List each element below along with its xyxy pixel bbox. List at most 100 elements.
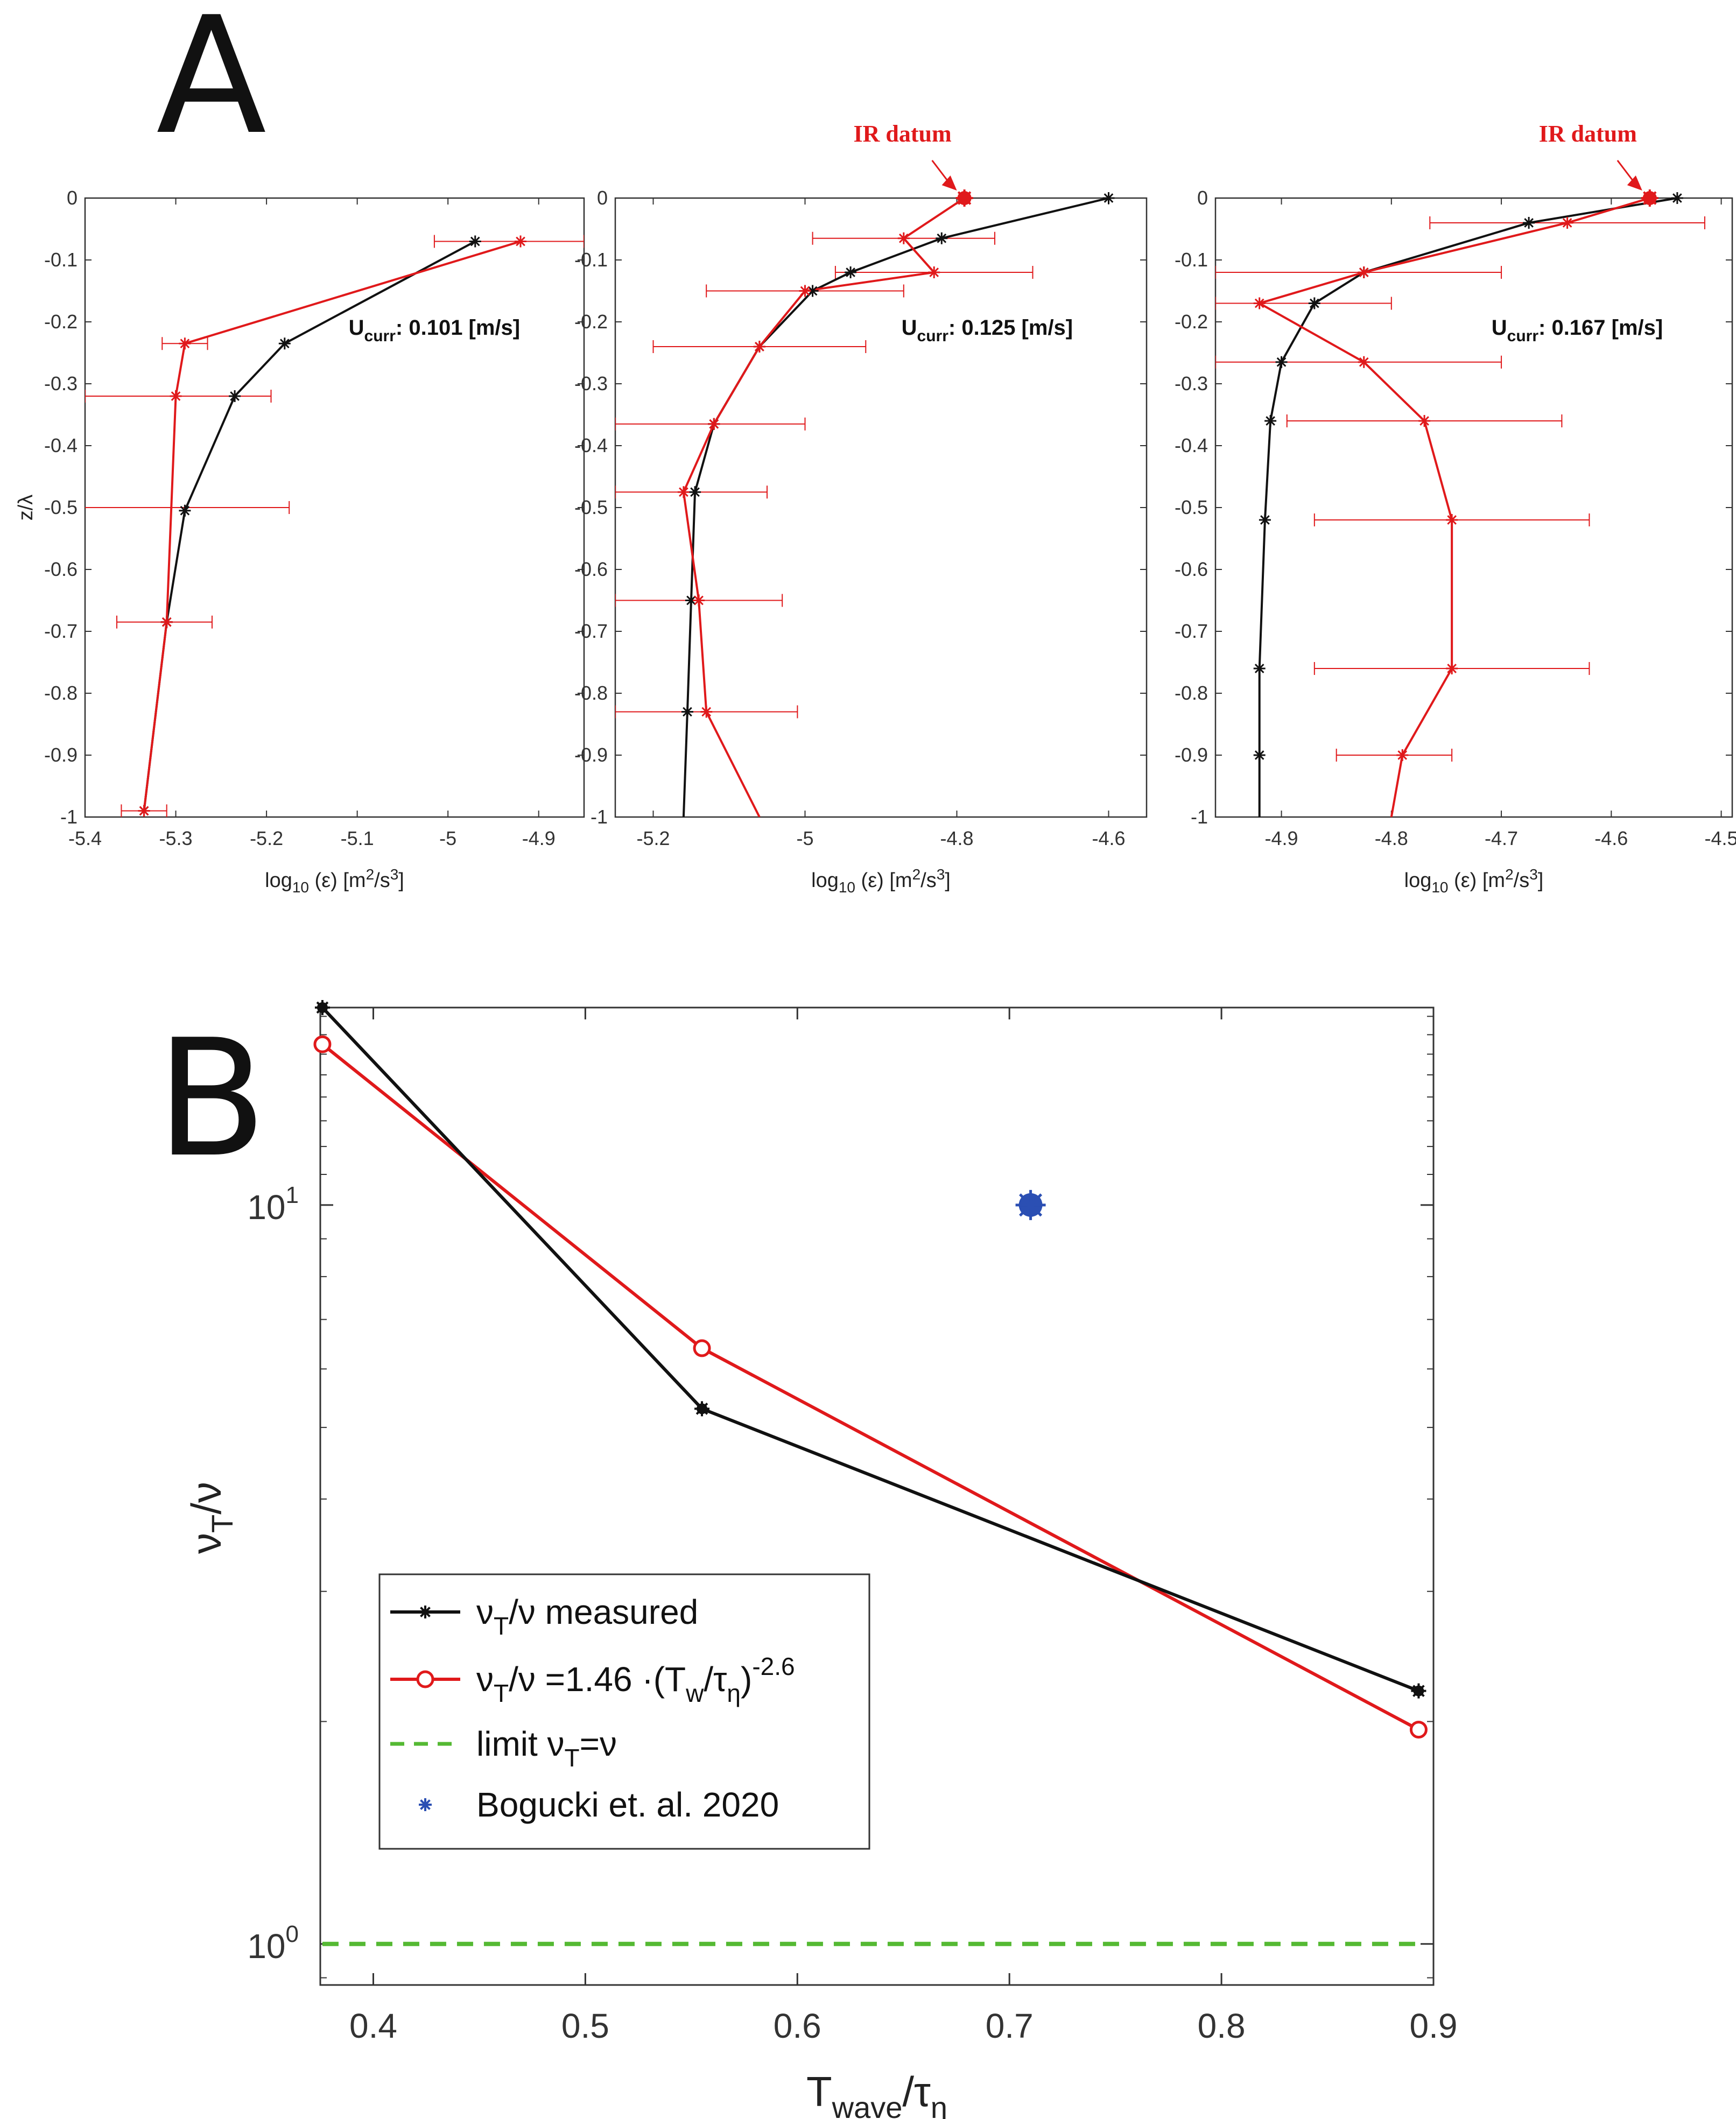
plot-area — [615, 192, 1115, 817]
model-point — [179, 504, 191, 517]
x-tick-label: -4.6 — [1594, 827, 1628, 849]
model-point — [681, 706, 693, 718]
y-tick-label: -0.3 — [574, 372, 608, 395]
model-point — [1671, 192, 1683, 204]
plot-area — [1215, 192, 1705, 817]
measured-point — [1358, 266, 1370, 278]
model-point — [689, 486, 701, 498]
x-tick-label: -4.8 — [940, 827, 973, 849]
model-line — [1258, 197, 1678, 817]
measured-point — [753, 341, 765, 353]
legend-fit-marker — [416, 1670, 434, 1688]
y-tick-label: -0.4 — [574, 434, 608, 456]
y-tick-label: -0.3 — [44, 372, 78, 395]
model-point — [1275, 356, 1288, 368]
x-tick-label: -5.2 — [636, 827, 670, 849]
panel-a-subplot-2: 0 -0.1 -0.2 -0.3 -0.4 -0.5 -0.6 -0.7 -0.8 -0.9 -1 -… — [574, 121, 1148, 896]
measured-point — [515, 235, 527, 248]
model-point — [1308, 297, 1320, 309]
measured-line — [682, 197, 965, 817]
ir-datum-label: IR datum — [1539, 121, 1637, 147]
y-tick-label: -0.7 — [574, 620, 608, 642]
y-tick-label: -0.9 — [1175, 744, 1208, 766]
measured-point — [897, 232, 910, 244]
y-tick-label: -0.5 — [1175, 496, 1208, 518]
y-axis-label: z/λ — [15, 495, 37, 521]
model-point — [469, 235, 481, 248]
measured-point — [138, 805, 150, 817]
x-tick-label: -5.2 — [250, 827, 283, 849]
fit-point — [1409, 1721, 1428, 1739]
model-point — [1259, 514, 1271, 526]
measured-point-marker — [694, 1401, 710, 1417]
x-axis-label: log10 (ε) [m2/s3] — [265, 866, 404, 896]
measured-line — [1256, 197, 1650, 817]
legend-measured-marker — [419, 1606, 432, 1618]
current-speed-label: Ucurr: 0.125 [m/s] — [902, 316, 1073, 345]
model-point — [229, 390, 241, 402]
model-point — [1264, 415, 1277, 427]
y-tick-label: -0.4 — [1175, 434, 1208, 456]
model-point — [1102, 192, 1115, 204]
axes-box — [319, 1006, 1435, 1986]
x-tick-label: -4.7 — [1485, 827, 1518, 849]
fit-point — [313, 1035, 332, 1053]
x-tick-label: -4.6 — [1092, 827, 1125, 849]
x-tick-label: 0.7 — [986, 2007, 1034, 2045]
measured-point-marker — [1411, 1683, 1426, 1699]
ir-datum-marker — [1641, 189, 1658, 207]
x-tick-label: -5 — [439, 827, 456, 849]
measured-point — [160, 616, 173, 628]
model-point — [1253, 663, 1266, 674]
y-axis-label: νT/ν — [182, 1482, 239, 1554]
panel-b-plot: 0.4 0.5 0.6 0.7 0.8 0.9 100 101 Twave/τη νT/ν νT/ν… — [182, 1000, 1457, 2119]
y-tick-label: -0.1 — [44, 249, 78, 271]
plot-area — [85, 235, 584, 817]
y-tick-label: -0.9 — [44, 744, 78, 766]
legend-measured-label: νT/ν measured — [476, 1593, 698, 1640]
measured-point — [799, 285, 811, 297]
axes-box — [1214, 197, 1733, 818]
y-tick-label: -0.7 — [44, 620, 78, 642]
measured-point — [708, 418, 720, 430]
measured-point — [693, 594, 705, 607]
y-tick-label: 101 — [247, 1182, 299, 1227]
measured-point — [1446, 514, 1458, 526]
y-tick-label: -0.2 — [1175, 311, 1208, 333]
measured-point — [928, 266, 940, 278]
panel-label-a: A — [156, 0, 267, 170]
model-point — [278, 337, 291, 350]
x-tick-label: 0.4 — [349, 2007, 397, 2045]
model-point — [806, 285, 819, 297]
y-tick-label: -1 — [60, 806, 78, 828]
y-tick-label: -0.7 — [1175, 620, 1208, 642]
x-tick-label: -5.1 — [341, 827, 374, 849]
x-axis-label: Twave/τη — [806, 2068, 947, 2119]
model-point — [936, 232, 948, 244]
x-tick-label: 0.6 — [774, 2007, 821, 2045]
y-tick-label: -1 — [1191, 806, 1208, 828]
model-point — [685, 594, 697, 607]
x-tick-label: -5.4 — [68, 827, 102, 849]
x-tick-label: 0.8 — [1198, 2007, 1246, 2045]
measured-point — [1396, 749, 1409, 761]
measured-point — [1253, 297, 1266, 309]
y-tick-label: -0.6 — [1175, 558, 1208, 580]
ir-datum-arrowhead — [941, 175, 957, 191]
measured-point — [700, 706, 713, 718]
measured-point — [677, 486, 690, 498]
y-tick-label: -0.9 — [574, 744, 608, 766]
measured-point — [1358, 356, 1370, 368]
y-tick-label: -0.5 — [44, 496, 78, 518]
y-tick-label: 0 — [67, 187, 78, 209]
legend-limit-label: limit νT=ν — [476, 1724, 617, 1772]
y-tick-label: -0.6 — [44, 558, 78, 580]
measured-point — [179, 337, 191, 350]
y-tick-label: 0 — [597, 187, 608, 209]
current-speed-label: Ucurr: 0.167 [m/s] — [1492, 316, 1663, 345]
y-tick-label: -0.8 — [574, 682, 608, 704]
x-axis-label: log10 (ε) [m2/s3] — [811, 866, 951, 896]
y-tick-label: -0.8 — [44, 682, 78, 704]
legend-box — [378, 1573, 870, 1850]
